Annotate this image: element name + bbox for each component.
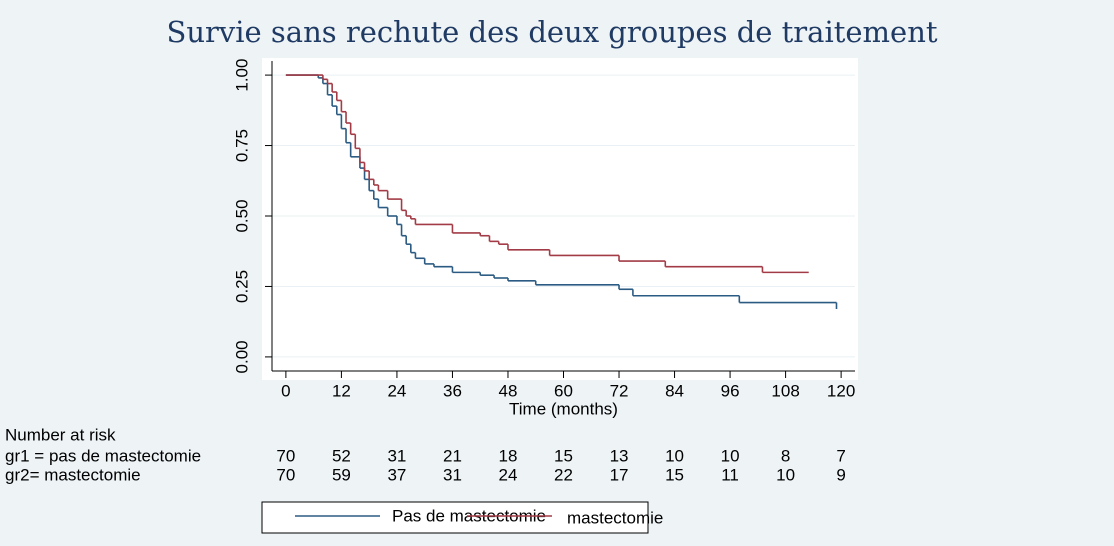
risk-count: 22 [554, 465, 573, 484]
risk-count: 8 [781, 446, 790, 465]
y-tick-label: 0.75 [232, 129, 251, 162]
x-tick-label: 60 [554, 381, 573, 400]
risk-count: 7 [836, 446, 845, 465]
risk-count: 10 [721, 446, 740, 465]
x-axis-label: Time (months) [509, 399, 618, 418]
risk-count: 15 [665, 465, 684, 484]
x-tick-label: 120 [827, 381, 855, 400]
x-tick-label: 72 [610, 381, 629, 400]
x-tick-label: 108 [771, 381, 799, 400]
risk-count: 13 [610, 446, 629, 465]
risk-count: 10 [665, 446, 684, 465]
risk-count: 21 [443, 446, 462, 465]
risk-count: 17 [610, 465, 629, 484]
risk-count: 31 [443, 465, 462, 484]
y-tick-label: 0.00 [232, 340, 251, 373]
risk-title: Number at risk [5, 425, 116, 444]
risk-count: 11 [721, 465, 739, 484]
legend-label: mastectomie [567, 508, 663, 527]
x-tick-label: 84 [665, 381, 684, 400]
risk-count: 70 [276, 465, 295, 484]
risk-count: 52 [332, 446, 351, 465]
risk-count: 37 [387, 465, 406, 484]
y-tick-label: 0.50 [232, 199, 251, 232]
plot-panel [262, 58, 858, 380]
risk-count: 70 [276, 446, 295, 465]
risk-count: 10 [776, 465, 795, 484]
risk-count: 18 [499, 446, 518, 465]
risk-count: 31 [387, 446, 406, 465]
x-tick-label: 48 [499, 381, 518, 400]
y-tick-label: 0.25 [232, 270, 251, 303]
x-tick-label: 24 [387, 381, 406, 400]
x-tick-label: 36 [443, 381, 462, 400]
chart-title: Survie sans rechute des deux groupes de … [166, 15, 937, 49]
risk-count: 24 [499, 465, 518, 484]
risk-row-label: gr2= mastectomie [5, 465, 141, 484]
x-tick-label: 12 [332, 381, 351, 400]
legend-box [261, 501, 649, 534]
y-tick-label: 1.00 [232, 59, 251, 92]
risk-count: 59 [332, 465, 351, 484]
x-tick-label: 96 [721, 381, 740, 400]
risk-row-label: gr1 = pas de mastectomie [5, 446, 201, 465]
risk-count: 15 [554, 446, 573, 465]
risk-count: 9 [836, 465, 845, 484]
x-tick-label: 0 [281, 381, 290, 400]
